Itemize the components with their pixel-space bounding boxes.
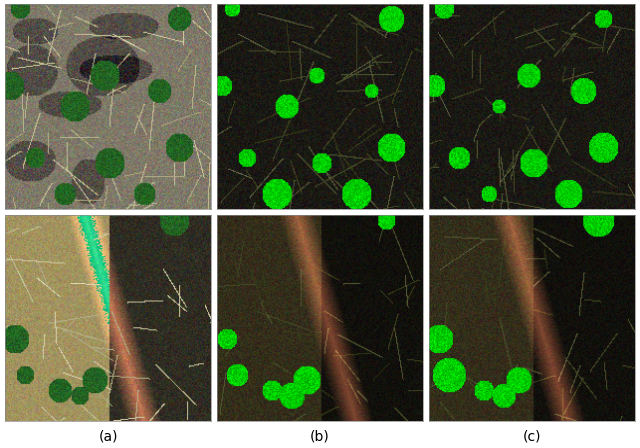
- Text: (a): (a): [99, 429, 118, 444]
- Text: (b): (b): [310, 429, 330, 444]
- Text: (c): (c): [523, 429, 541, 444]
